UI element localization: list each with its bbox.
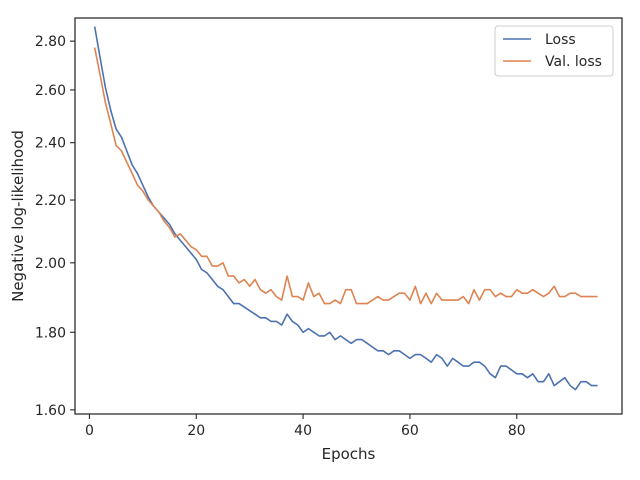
series-line-loss [94,26,598,391]
legend: Loss Val. loss [494,25,614,77]
x-tick-label: 80 [508,423,526,439]
y-axis-ticks: 1.60 1.80 2.00 2.20 2.40 2.60 2.80 [35,34,75,419]
x-tick-label: 20 [187,423,205,439]
plot-area [74,17,623,415]
x-axis-label: Epochs [322,445,376,463]
y-tick-label: 1.60 [35,403,66,419]
y-tick-label: 1.80 [35,325,66,341]
y-tick-label: 2.20 [35,193,66,209]
plot-frame [74,17,623,415]
x-axis-ticks: 0 20 40 60 80 [85,414,526,439]
y-axis-label: Negative log-likelihood [9,130,27,302]
legend-label-val-loss: Val. loss [545,54,602,70]
x-tick-label: 60 [401,423,419,439]
y-tick-label: 2.80 [35,34,66,50]
series-layer [94,26,598,391]
y-tick-label: 2.00 [35,256,66,272]
legend-label-loss: Loss [545,32,576,48]
x-tick-label: 0 [85,423,94,439]
x-tick-label: 40 [294,423,312,439]
y-tick-label: 2.60 [35,83,66,99]
series-line-val-loss [94,47,598,305]
y-tick-label: 2.40 [35,136,66,152]
